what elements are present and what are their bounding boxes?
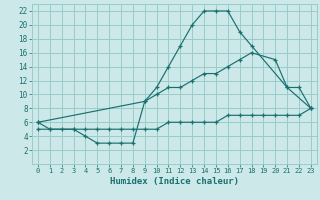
X-axis label: Humidex (Indice chaleur): Humidex (Indice chaleur) [110, 177, 239, 186]
